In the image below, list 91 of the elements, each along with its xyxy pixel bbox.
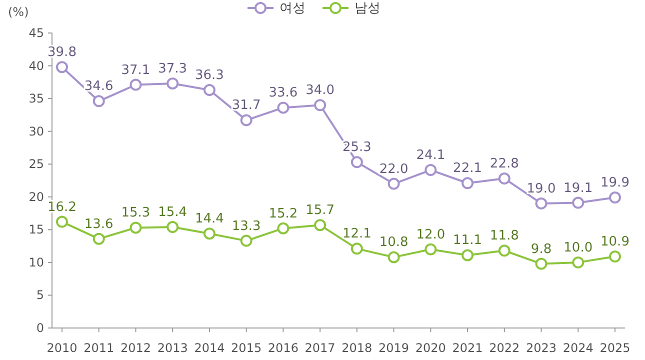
x-tick-label: 2017: [304, 341, 336, 355]
data-label: 22.8: [490, 156, 519, 172]
y-axis-title: (%): [8, 5, 29, 19]
data-label: 34.6: [84, 79, 114, 94]
x-tick-label: 2012: [120, 341, 152, 355]
y-tick-label: 30: [28, 124, 44, 138]
y-tick-label: 25: [28, 157, 44, 172]
data-label: 19.1: [564, 180, 593, 196]
y-tick-label: 45: [28, 26, 44, 40]
data-label: 34.0: [306, 83, 335, 98]
point: [130, 222, 142, 234]
x-tick-label: 2024: [562, 341, 594, 355]
point: [388, 178, 400, 190]
point: [92, 95, 105, 108]
x-tick-label: 2019: [378, 341, 410, 355]
data-label: 10.9: [600, 234, 630, 250]
point: [462, 249, 474, 262]
point: [498, 244, 510, 257]
point: [130, 78, 142, 91]
point: [350, 242, 363, 255]
point: [92, 232, 105, 245]
data-label: 15.7: [306, 203, 335, 218]
point: [166, 221, 179, 234]
point: [609, 250, 621, 263]
y-tick-label: 10: [28, 255, 44, 270]
point: [314, 99, 326, 112]
data-label: 19.9: [600, 176, 630, 191]
point: [203, 228, 216, 240]
point: [350, 156, 363, 168]
data-label: 15.2: [268, 206, 298, 222]
y-tick-label: 0: [36, 321, 44, 335]
data-label: 10.0: [564, 240, 593, 256]
point: [498, 172, 510, 185]
data-label: 22.0: [379, 162, 408, 177]
x-tick-label: 2021: [452, 341, 483, 355]
x-tick-label: 2015: [231, 341, 262, 355]
point: [314, 219, 326, 232]
y-tick-label: 40: [28, 58, 44, 73]
data-label: 37.3: [158, 61, 188, 76]
x-tick-label: 2016: [268, 341, 298, 355]
point: [56, 216, 68, 228]
point: [166, 77, 179, 90]
point: [240, 234, 252, 247]
legend-label: 여성: [280, 1, 306, 16]
y-tick-label: 20: [28, 190, 44, 204]
data-label: 11.1: [453, 233, 482, 248]
point: [609, 192, 621, 204]
data-label: 24.1: [416, 148, 446, 164]
x-tick-label: 2010: [46, 341, 78, 355]
data-label: 11.8: [490, 228, 519, 244]
point: [277, 222, 290, 234]
legend-label: 남성: [354, 1, 380, 16]
point: [535, 258, 548, 270]
data-label: 12.0: [416, 227, 446, 242]
point: [572, 256, 584, 268]
data-label: 16.2: [48, 200, 76, 215]
x-tick-label: 2014: [194, 341, 225, 355]
data-label: 14.4: [194, 212, 224, 227]
point: [462, 177, 474, 190]
point: [535, 197, 548, 210]
data-label: 13.3: [232, 218, 261, 234]
point: [56, 61, 68, 74]
x-tick-label: 2013: [157, 341, 188, 355]
data-label: 10.8: [379, 235, 408, 250]
data-label: 19.0: [526, 181, 556, 196]
x-tick-label: 2025: [600, 341, 630, 355]
x-tick-label: 2023: [526, 341, 557, 355]
data-label: 9.8: [530, 242, 552, 257]
point: [572, 196, 584, 209]
data-label: 15.3: [121, 206, 150, 221]
data-label: 31.7: [232, 98, 261, 114]
point: [277, 102, 290, 114]
x-tick-label: 2020: [415, 341, 446, 355]
y-tick-label: 15: [28, 222, 44, 237]
data-label: 12.1: [342, 226, 372, 242]
x-tick-label: 2011: [84, 341, 114, 355]
data-label: 22.1: [453, 161, 482, 176]
data-label: 33.6: [268, 86, 298, 101]
data-label: 37.1: [121, 62, 150, 78]
point: [424, 243, 437, 256]
data-label: 13.6: [84, 216, 114, 232]
y-tick-label: 5: [36, 288, 44, 302]
point: [424, 164, 437, 176]
data-label: 36.3: [194, 68, 224, 84]
x-tick-label: 2018: [342, 341, 372, 355]
point: [203, 84, 216, 96]
data-label: 15.4: [158, 205, 188, 220]
point: [240, 114, 252, 126]
y-tick-label: 35: [28, 92, 44, 106]
point: [388, 251, 400, 264]
x-tick-label: 2022: [489, 341, 520, 355]
